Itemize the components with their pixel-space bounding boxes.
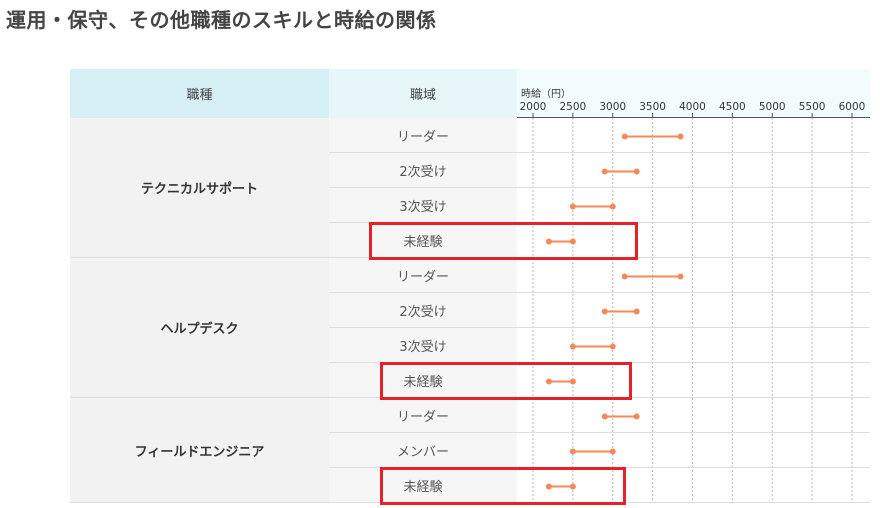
range-chart: 時給（円）2000 2500 3000 3500 4000 4500 5000 5500 600… <box>517 87 870 503</box>
header-chart <box>517 69 870 118</box>
x-tick-label: 6000 <box>839 101 866 113</box>
x-tick-label: 2500 <box>560 101 587 113</box>
level-cell: 2次受け <box>329 153 517 188</box>
range-max-point <box>609 448 616 455</box>
x-tick-label: 3000 <box>599 101 626 113</box>
x-tick-label: 5000 <box>759 101 786 113</box>
header-level: 職域 <box>329 69 517 118</box>
salary-table: 職種 職域 テクニカルサポート リーダー 2次受け 3次受け 未経験 ヘルプデスク リーダー… <box>70 69 870 508</box>
range-max-point <box>633 168 640 175</box>
range-max-point <box>569 378 576 385</box>
level-cell: リーダー <box>329 258 517 293</box>
range-min-point <box>621 133 628 140</box>
range-max-point <box>633 413 640 420</box>
level-cell: メンバー <box>329 433 517 468</box>
level-cell: リーダー <box>329 398 517 433</box>
range-min-point <box>569 343 576 350</box>
range-min-point <box>601 168 608 175</box>
highlight-box <box>369 222 638 260</box>
page-title: 運用・保守、その他職種のスキルと時給の関係 <box>6 8 437 32</box>
range-min-point <box>545 378 552 385</box>
range-max-point <box>569 238 576 245</box>
range-min-point <box>621 273 628 280</box>
category-cell: フィールドエンジニア <box>70 398 329 503</box>
range-max-point <box>569 483 576 490</box>
range-max-point <box>677 133 684 140</box>
range-max-point <box>677 273 684 280</box>
range-min-point <box>569 448 576 455</box>
level-cell: 未経験 <box>329 223 517 258</box>
range-min-point <box>569 203 576 210</box>
x-tick-label: 3500 <box>639 101 666 113</box>
x-tick-label: 4000 <box>679 101 706 113</box>
range-min-point <box>601 413 608 420</box>
range-max-point <box>609 203 616 210</box>
range-max-point <box>609 343 616 350</box>
level-cell: リーダー <box>329 118 517 153</box>
highlight-box <box>380 362 632 400</box>
range-min-point <box>545 483 552 490</box>
highlight-box <box>380 467 626 505</box>
x-tick-label: 4500 <box>719 101 746 113</box>
level-cell: 2次受け <box>329 293 517 328</box>
header-category: 職種 <box>70 69 329 118</box>
axis-title: 時給（円） <box>521 87 571 100</box>
x-tick-label: 5500 <box>799 101 826 113</box>
level-cell: 未経験 <box>329 468 517 503</box>
range-min-point <box>545 238 552 245</box>
x-tick-label: 2000 <box>520 101 547 113</box>
range-max-point <box>633 308 640 315</box>
range-min-point <box>601 308 608 315</box>
category-cell: ヘルプデスク <box>70 258 329 398</box>
category-cell: テクニカルサポート <box>70 118 329 258</box>
